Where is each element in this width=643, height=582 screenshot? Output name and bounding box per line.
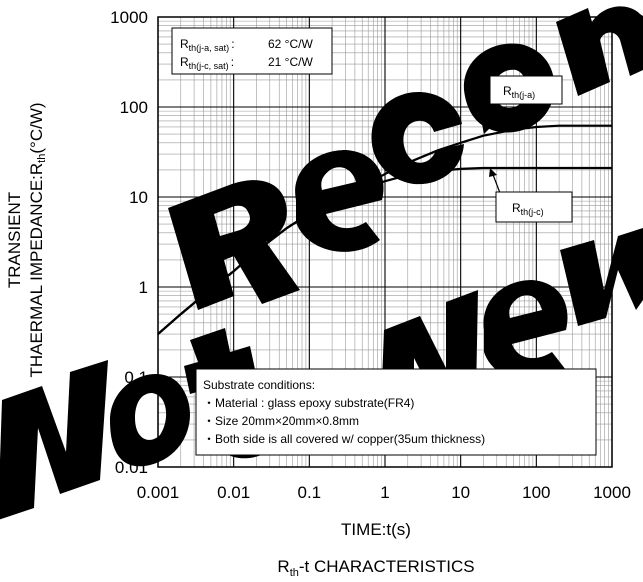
y-tick-label: 1000 — [110, 8, 148, 27]
x-tick-label: 0.1 — [298, 483, 322, 502]
substrate-item: ・Material : glass epoxy substrate(FR4) — [203, 396, 414, 410]
x-tick-labels: 0.001 0.01 0.1 1 10 100 1000 — [137, 483, 631, 502]
x-tick-label: 10 — [451, 483, 470, 502]
param-row-ja: Rth(j-a, sat): — [180, 37, 235, 53]
y-tick-label: 10 — [129, 188, 148, 207]
y-tick-labels: 0.01 0.1 1 10 100 1000 — [110, 8, 148, 477]
x-tick-label: 0.001 — [137, 483, 180, 502]
y-tick-label: 100 — [120, 98, 148, 117]
chart-caption: Rth-t CHARACTERISTICS — [277, 557, 474, 579]
substrate-conditions-box: Substrate conditions: ・Material : glass … — [195, 368, 597, 456]
substrate-item: ・Both side is all covered w/ copper(35um… — [203, 432, 485, 446]
y-tick-label: 1 — [139, 278, 148, 297]
x-tick-label: 1000 — [593, 483, 631, 502]
x-tick-label: 100 — [522, 483, 550, 502]
substrate-item: ・Size 20mm×20mm×0.8mm — [203, 414, 359, 428]
x-tick-label: 1 — [380, 483, 389, 502]
y-axis-title-line1: TRANSIENT — [5, 192, 24, 288]
svg-text:Rth(j-a): Rth(j-a) — [503, 84, 535, 100]
series-layer — [157, 124, 612, 335]
substrate-heading: Substrate conditions: — [203, 378, 315, 392]
plot-frame — [157, 16, 613, 468]
param-value-ja: 62 °C/W — [268, 37, 313, 51]
y-tick-label: 0.1 — [124, 368, 148, 387]
param-row-jc: Rth(j-c, sat): — [180, 55, 234, 71]
svg-text:Rth(j-c): Rth(j-c) — [512, 201, 544, 217]
y-axis-title-line2: THAERMAL IMPEDANCE:Rth(°C/W) — [27, 102, 48, 377]
param-value-jc: 21 °C/W — [268, 55, 313, 69]
series-label-ja: Rth(j-a) — [482, 75, 563, 134]
y-tick-label: 0.01 — [115, 458, 148, 477]
x-axis-title: TIME:t(s) — [341, 520, 411, 539]
series-line-jc — [157, 166, 612, 335]
series-label-jc: Rth(j-c) — [489, 168, 573, 223]
x-tick-label: 0.01 — [217, 483, 250, 502]
thermal-resistance-box: Rth(j-a, sat): 62 °C/W Rth(j-c, sat): 21… — [171, 27, 333, 75]
